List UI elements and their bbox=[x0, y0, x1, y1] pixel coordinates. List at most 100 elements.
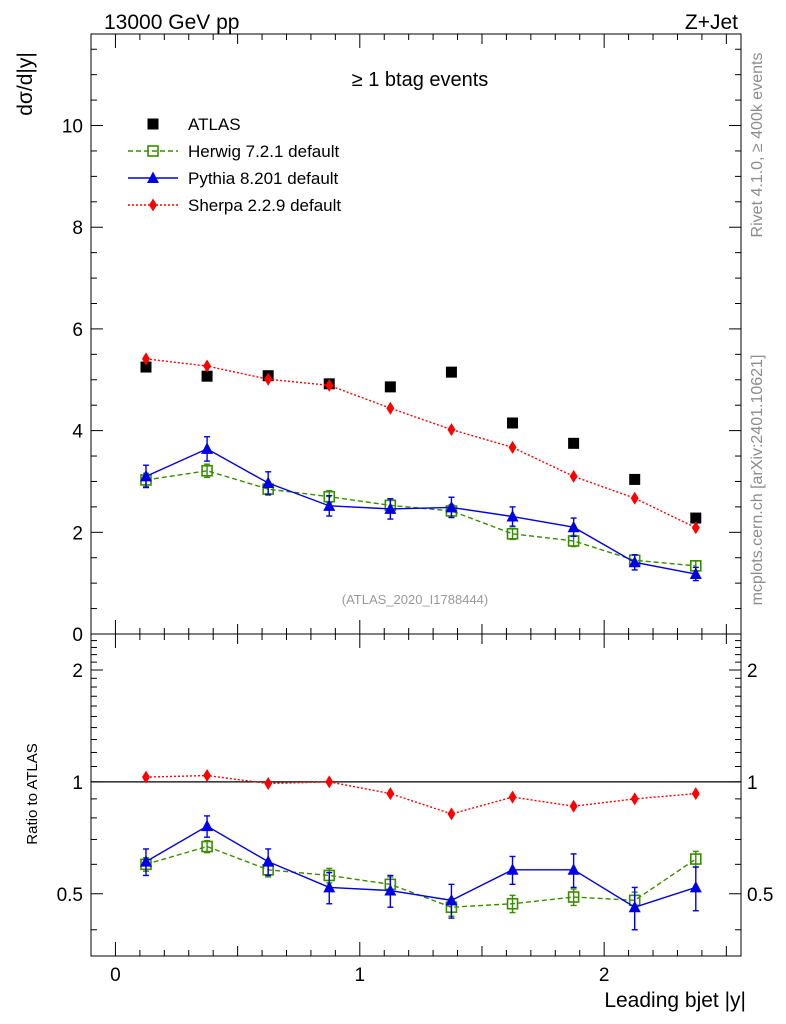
main-series-sherpa-point bbox=[447, 423, 456, 437]
header-right-title: Z+Jet bbox=[685, 11, 738, 34]
legend-entry-herwig: Herwig 7.2.1 default bbox=[128, 142, 339, 161]
main-series-pythia bbox=[139, 436, 702, 582]
main-series-atlas-point bbox=[507, 417, 519, 429]
main-series-sherpa-point bbox=[325, 378, 334, 392]
main-series-pythia-point bbox=[262, 476, 275, 488]
ratio-series-pythia bbox=[139, 815, 702, 931]
side-label-top: Rivet 4.1.0, ≥ 400k events bbox=[749, 53, 766, 238]
main-y-tick-label: 8 bbox=[72, 218, 83, 239]
main-series-atlas-point bbox=[445, 366, 457, 378]
ratio-series-sherpa-point bbox=[386, 787, 395, 801]
ratio-series-pythia-point bbox=[567, 863, 580, 875]
main-series-pythia-line bbox=[145, 448, 696, 575]
main-series-pythia-point bbox=[445, 500, 458, 513]
ratio-series-pythia-point bbox=[384, 884, 397, 896]
main-series-pythia-point bbox=[628, 555, 641, 568]
ratio-series-pythia-point bbox=[323, 880, 336, 893]
main-series-pythia-point bbox=[689, 567, 702, 579]
main-panel: 0 2 4 6 8 10 bbox=[62, 33, 742, 646]
ratio-y-tick-label: 2 bbox=[72, 661, 83, 682]
main-series-sherpa-line bbox=[145, 358, 697, 529]
main-series-atlas-point bbox=[384, 381, 396, 393]
legend-entry-atlas: ATLAS bbox=[147, 115, 241, 134]
ratio-series-herwig-point bbox=[567, 891, 580, 903]
main-series-sherpa-point bbox=[386, 401, 395, 415]
ratio-series-pythia-point bbox=[445, 893, 458, 906]
main-y-tick-label: 0 bbox=[72, 625, 83, 646]
main-series-pythia-point bbox=[384, 502, 397, 514]
ratio-y-axis-label: Ratio to ATLAS bbox=[24, 743, 41, 844]
legend-entry-atlas-marker bbox=[147, 118, 159, 130]
legend-entry-herwig-marker bbox=[147, 145, 159, 157]
ratio-series-pythia-point bbox=[262, 855, 275, 867]
ratio-series-sherpa-point bbox=[447, 807, 456, 821]
ratio-series-sherpa-point bbox=[141, 770, 150, 784]
main-series-sherpa-point bbox=[141, 352, 150, 366]
ratio-series-sherpa-point bbox=[691, 787, 700, 801]
ratio-series-sherpa-point bbox=[508, 790, 517, 804]
side-label-bottom: mcplots.cern.ch [arXiv:2401.10621] bbox=[749, 355, 766, 606]
main-series-atlas-point bbox=[140, 361, 152, 373]
ratio-series-herwig-point bbox=[689, 853, 702, 865]
ratio-series-pythia-point bbox=[506, 863, 519, 875]
ratio-series-pythia-point bbox=[628, 900, 641, 913]
ratio-panel: 0.5 0.5 1 1 2 2 0 1 2 bbox=[57, 633, 773, 986]
main-series-pythia-point bbox=[323, 499, 336, 511]
ratio-series-herwig-point bbox=[201, 840, 213, 853]
ratio-series-pythia-point bbox=[689, 880, 702, 893]
ratio-series-sherpa-point bbox=[630, 792, 639, 806]
main-series-atlas-point bbox=[690, 512, 702, 524]
ratio-x-tick-label: 2 bbox=[599, 965, 610, 986]
main-y-tick-label: 10 bbox=[62, 117, 83, 138]
main-y-tick-label: 2 bbox=[72, 523, 83, 544]
ratio-y-tick-label: 1 bbox=[72, 773, 83, 794]
main-series-sherpa-point bbox=[203, 359, 212, 373]
ratio-y-tick-label-right: 0.5 bbox=[747, 885, 773, 906]
main-series-pythia-point bbox=[567, 520, 580, 533]
main-series-sherpa-point bbox=[630, 491, 639, 505]
main-series-atlas-point bbox=[629, 473, 641, 485]
ratio-x-tick-label: 0 bbox=[110, 965, 121, 986]
main-series-pythia-point bbox=[506, 510, 519, 522]
main-y-tick-label: 4 bbox=[72, 422, 83, 443]
legend-entry-sherpa-marker bbox=[149, 198, 157, 212]
legend-entry-herwig-label: Herwig 7.2.1 default bbox=[188, 142, 339, 161]
legend-entry-pythia-label: Pythia 8.201 default bbox=[188, 169, 339, 188]
legend-entry-sherpa-label: Sherpa 2.2.9 default bbox=[188, 196, 341, 215]
ratio-y-tick-label-right: 1 bbox=[747, 773, 758, 794]
ratio-series-sherpa-point bbox=[203, 769, 212, 783]
main-series-sherpa-point bbox=[691, 521, 700, 535]
main-y-tick-label: 6 bbox=[72, 320, 83, 341]
analysis-id: (ATLAS_2020_I1788444) bbox=[342, 592, 488, 607]
main-series-atlas-point bbox=[201, 370, 213, 382]
main-series-sherpa-point bbox=[508, 440, 517, 454]
header-left-title: 13000 GeV pp bbox=[104, 11, 239, 34]
legend-entry-sherpa: Sherpa 2.2.9 default bbox=[128, 196, 341, 215]
main-series-pythia-point bbox=[201, 442, 214, 454]
main-series-sherpa-point bbox=[264, 372, 273, 386]
legend-entry-atlas-label: ATLAS bbox=[188, 115, 241, 134]
main-series-atlas-point bbox=[568, 437, 580, 449]
ratio-series-sherpa-point bbox=[569, 799, 578, 813]
ratio-y-tick-label-right: 2 bbox=[747, 661, 758, 682]
main-y-axis-label: dσ/d|y| bbox=[14, 52, 37, 116]
legend-entry-pythia: Pythia 8.201 default bbox=[128, 169, 339, 188]
ratio-series-sherpa-point bbox=[325, 775, 334, 789]
legend: ATLAS Herwig 7.2.1 default Pythia 8.201 de… bbox=[128, 115, 341, 215]
main-series-sherpa-point bbox=[569, 469, 578, 483]
ratio-frame bbox=[90, 633, 742, 957]
plot-title: ≥ 1 btag events bbox=[352, 69, 489, 91]
ratio-series-pythia-line bbox=[145, 825, 697, 908]
ratio-series-pythia-point bbox=[201, 819, 214, 832]
ratio-x-tick-label: 1 bbox=[355, 965, 366, 986]
ratio-series-sherpa-point bbox=[264, 777, 273, 791]
ratio-y-tick-label: 0.5 bbox=[57, 885, 83, 906]
x-axis-label: Leading bjet |y| bbox=[604, 989, 746, 1012]
main-series-sherpa bbox=[141, 352, 700, 535]
ratio-series-pythia-point bbox=[139, 855, 152, 867]
main-series-herwig-point bbox=[201, 464, 213, 477]
main-series-pythia-point bbox=[139, 469, 152, 482]
ratio-series-herwig-point bbox=[506, 897, 519, 910]
main-series-herwig-point bbox=[506, 528, 519, 540]
